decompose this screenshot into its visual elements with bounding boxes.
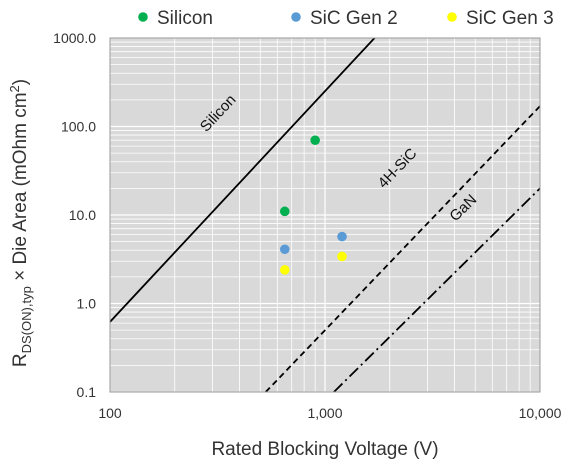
y-axis-title-subscript: DS(ON),typ [19,286,34,353]
y-axis-title-rest: × Die Area (mOhm cm [10,92,31,286]
y-tick-label: 1.0 [77,296,97,312]
data-point-sic-gen-2 [337,231,347,242]
data-point-sic-gen-3 [337,251,347,262]
legend-label-silicon: Silicon [157,8,213,29]
y-axis-title: RDS(ON),typ × Die Area (mOhm cm2) [7,79,34,367]
limit-line-gan [333,187,540,392]
y-tick-label: 1000.0 [53,30,96,46]
y-axis-title-superscript: 2 [7,85,22,92]
data-points [279,135,347,275]
x-axis-title: Rated Blocking Voltage (V) [211,439,438,460]
y-axis-title-close: ) [10,79,31,85]
limit-line-4h-sic [265,105,540,392]
plot-border [109,37,541,393]
x-tick-label: 1,000 [307,405,342,421]
x-tick-label: 100 [98,405,122,421]
y-axis-title-main: R [10,353,31,367]
legend-label-sic-gen-3: SiC Gen 3 [466,8,554,29]
x-tick-label: 10,000 [519,405,562,421]
y-tick-label: 0.1 [77,384,97,400]
limit-line-silicon [110,38,376,323]
data-point-sic-gen-3 [279,265,290,275]
data-point-silicon [310,135,320,146]
data-point-silicon [279,206,290,217]
data-point-sic-gen-2 [279,244,290,255]
y-tick-label: 10.0 [69,207,96,223]
legend: Silicon SiC Gen 2 SiC Gen 3 [138,8,554,29]
legend-marker-sic-gen-2 [291,12,301,22]
x-axis-ticks: 100 1,000 10,000 [98,405,561,421]
legend-marker-silicon [138,12,148,22]
y-tick-label: 100.0 [61,119,96,135]
legend-label-sic-gen-2: SiC Gen 2 [310,8,398,29]
legend-marker-sic-gen-3 [447,12,457,22]
y-axis-ticks: 0.1 1.0 10.0 100.0 1000.0 [53,30,96,400]
